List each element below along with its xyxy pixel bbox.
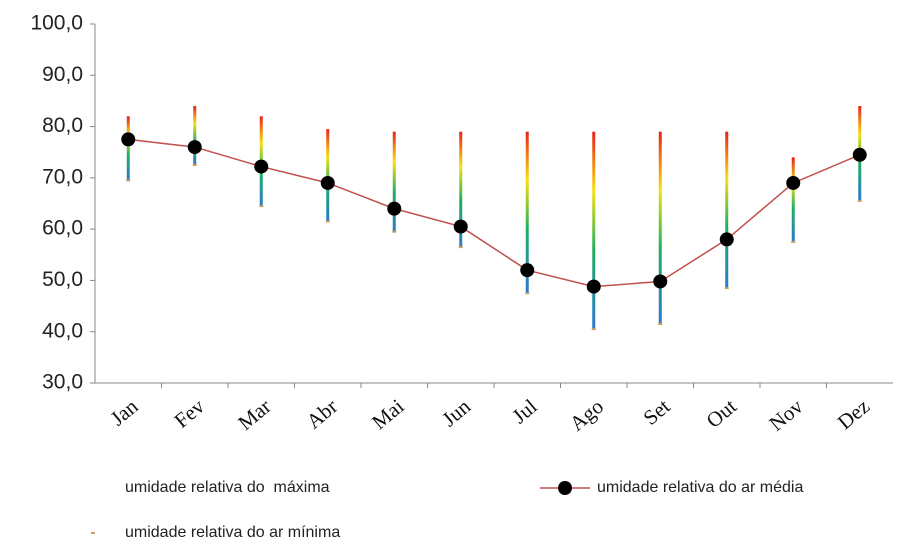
x-tick-label: Set [639, 394, 675, 430]
legend-label: umidade relativa do ar média [597, 479, 803, 496]
mean-marker [653, 274, 668, 289]
high-low-bar [791, 157, 795, 242]
x-tick-label: Jan [106, 394, 143, 431]
mean-marker [387, 201, 402, 216]
x-tick-label: Abr [302, 394, 342, 433]
mean-marker [121, 132, 136, 147]
high-low-bar [193, 106, 197, 166]
high-low-bar [525, 131, 529, 294]
x-tick-label: Mai [367, 394, 408, 434]
x-tick-label: Jun [437, 394, 475, 431]
x-tick-label: Mar [233, 394, 275, 435]
mean-marker [320, 175, 335, 190]
mean-marker [852, 147, 867, 162]
y-tick-label: 40,0 [42, 319, 83, 342]
mean-marker [586, 279, 601, 294]
mean-marker [786, 175, 801, 190]
x-tick-label: Nov [764, 394, 808, 436]
mean-marker [520, 263, 535, 278]
x-tick-label: Ago [565, 394, 608, 436]
high-low-bar [392, 131, 396, 232]
x-tick-label: Dez [833, 394, 874, 434]
high-low-bar [326, 129, 330, 222]
high-low-bar [725, 131, 729, 289]
y-tick-label: 80,0 [42, 114, 83, 137]
y-tick-label: 60,0 [42, 217, 83, 240]
y-tick-label: 100,0 [30, 12, 83, 35]
legend-swatch [558, 481, 572, 495]
y-tick-label: 30,0 [42, 371, 83, 394]
y-tick-label: 50,0 [42, 268, 83, 291]
x-tick-label: Fev [170, 394, 210, 433]
mean-marker [254, 159, 269, 174]
high-low-bar [592, 131, 596, 330]
legend-label: umidade relativa do máxima [125, 479, 330, 496]
mean-marker [187, 140, 202, 155]
x-tick-label: Out [702, 394, 742, 433]
high-low-bar [126, 116, 130, 181]
y-tick-label: 70,0 [42, 165, 83, 188]
x-tick-label: Jul [507, 394, 541, 428]
legend-label: umidade relativa do ar mínima [125, 524, 340, 540]
mean-line [128, 138, 861, 288]
high-low-bar [459, 131, 463, 248]
mean-marker [453, 219, 468, 234]
high-low-bar [658, 131, 662, 325]
y-tick-label: 90,0 [42, 63, 83, 86]
mean-marker [719, 232, 734, 247]
